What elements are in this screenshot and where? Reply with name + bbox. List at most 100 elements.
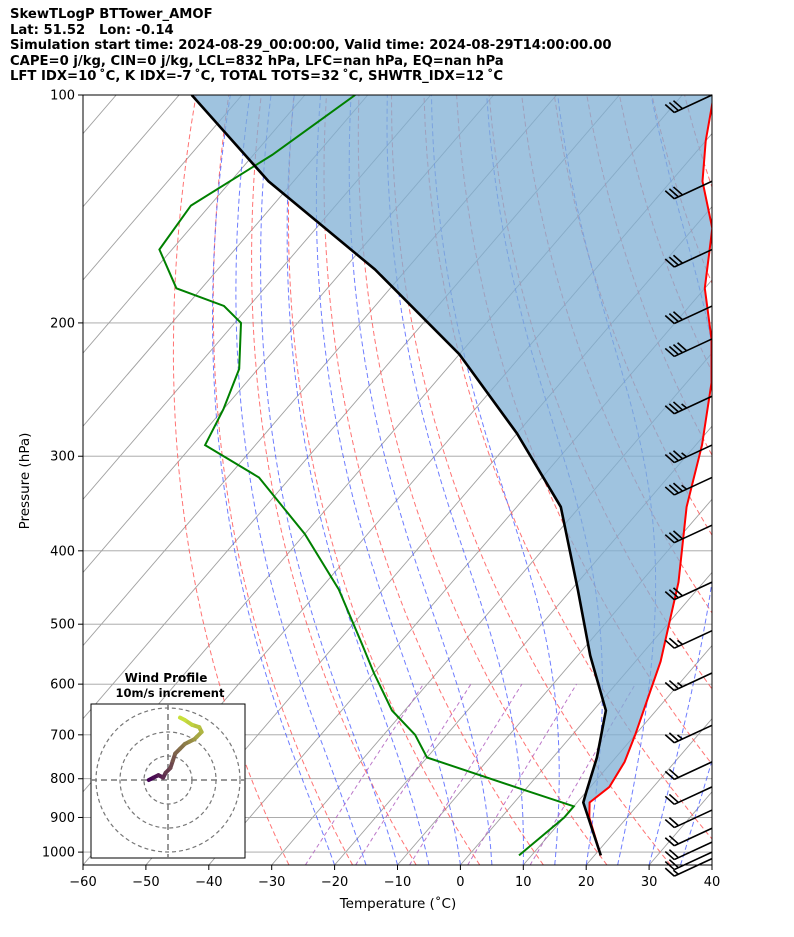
isotherm-line (711, 864, 712, 865)
wind-barb (664, 248, 713, 268)
wind-barb-flag (664, 258, 675, 268)
wind-barb (664, 395, 713, 415)
wind-barb-staff (673, 827, 713, 847)
x-tick-label: 30 (641, 875, 658, 890)
x-tick-label: −50 (132, 875, 159, 890)
wind-barb-flag (664, 639, 675, 649)
wind-barb-flag (668, 849, 679, 859)
mixing-ratio-line (304, 683, 424, 865)
time-text: Simulation start time: 2024-08-29_00:00:… (10, 38, 612, 54)
moist-adiabat (348, 95, 493, 865)
wind-barb-staff (673, 724, 713, 744)
wind-barb-flag (664, 860, 675, 871)
y-tick-label: 200 (50, 316, 75, 331)
wind-barb-half (681, 452, 688, 458)
wind-barb-half (672, 869, 679, 875)
wind-barb-flag (668, 101, 679, 112)
plot-clip-group (83, 95, 712, 865)
wind-barb-staff (673, 629, 713, 649)
wind-barb (664, 629, 713, 649)
x-tick-label: 40 (704, 875, 721, 890)
wind-barb-flag (664, 103, 675, 114)
isotherm-line (460, 571, 712, 865)
x-tick-label: 0 (456, 875, 464, 890)
wind-barb-flag (668, 589, 679, 599)
wind-barb-flag (668, 637, 679, 647)
inset-subtitle: 10m/s increment (116, 686, 225, 700)
cape-indices-text: CAPE=0 j/kg, CIN=0 j/kg, LCL=832 hPa, LF… (10, 53, 504, 69)
stability-indices-text: LFT IDX=10 ˚C, K IDX=-7 ˚C, TOTAL TOTS=3… (10, 69, 504, 85)
wind-barb-flag (664, 314, 675, 325)
wind-barb-flag (668, 484, 679, 494)
wind-barb-flag (668, 732, 679, 742)
wind-barb-staff (673, 857, 713, 877)
hodograph-inset (90, 703, 246, 859)
wind-barb-flag (672, 344, 684, 354)
wind-barb-flag (668, 835, 679, 845)
wind-barb (664, 305, 713, 325)
y-tick-label: 300 (50, 450, 75, 465)
wind-barb-flag (668, 313, 679, 323)
temperature-line (588, 99, 712, 856)
location-text: Lat: 51.52 Lon: -0.14 (10, 22, 174, 38)
y-tick-label: 600 (50, 678, 75, 693)
dry-adiabat (288, 95, 481, 865)
wind-barb-half (681, 403, 688, 409)
x-tick-label: −20 (321, 875, 348, 890)
wind-barb (664, 809, 713, 829)
wind-barb-staff (673, 524, 713, 544)
moist-adiabat (386, 95, 524, 865)
wind-barb-flag (672, 530, 684, 540)
wind-barb-flag (664, 818, 675, 829)
dry-adiabat (172, 95, 290, 865)
wind-barb-flag (668, 679, 679, 690)
wind-barb-flag (672, 450, 684, 460)
wind-barb-flag (668, 859, 679, 869)
wind-barb (664, 476, 713, 496)
wind-barb-staff (673, 581, 713, 601)
dry-adiabat (212, 95, 354, 865)
wind-barb (664, 841, 713, 861)
y-tick-label: 400 (50, 544, 75, 559)
hodograph-segment (178, 715, 187, 722)
moist-adiabat (235, 95, 367, 865)
cape-cin-shading (191, 95, 712, 856)
wind-barb-staff (673, 338, 713, 358)
wind-barb-flag (664, 734, 675, 744)
isotherm-line (397, 498, 712, 865)
mixing-ratio-line (467, 683, 578, 865)
x-tick-label: 20 (578, 875, 595, 890)
wind-barb (664, 827, 713, 847)
dry-adiabat (251, 95, 417, 865)
wind-barb (664, 338, 713, 358)
wind-barb (664, 581, 713, 601)
wind-barb-flag (664, 453, 675, 464)
wind-barb-staff (673, 305, 713, 325)
mixing-ratio-line (409, 683, 523, 865)
station-title: SkewTLogP BTTower_AMOF (10, 7, 213, 22)
wind-barb-flag (668, 188, 679, 198)
isotherm-line (83, 95, 369, 427)
wind-barb (664, 524, 713, 544)
wind-barb-flag (664, 405, 675, 415)
plot-area (83, 94, 713, 877)
wind-barb-half (676, 639, 683, 646)
wind-barb-flag (668, 345, 679, 356)
wind-barb-flag (664, 795, 675, 805)
y-tick-label: 900 (50, 811, 75, 826)
wind-barb (664, 851, 713, 871)
wind-barb (664, 761, 713, 781)
wind-barb (664, 857, 713, 877)
moist-adiabat (260, 95, 398, 865)
x-tick-label: 10 (515, 875, 532, 890)
x-tick-label: −40 (195, 875, 222, 890)
wind-barb-flag (672, 311, 684, 321)
x-axis-label: Temperature (˚C) (339, 895, 457, 912)
wind-barb-flag (664, 837, 675, 847)
wind-barb-staff (673, 180, 713, 200)
mixing-ratio-line (355, 683, 472, 865)
dry-adiabat (357, 95, 608, 865)
wind-barb-flag (664, 770, 675, 780)
inset-clip-group (91, 704, 245, 858)
